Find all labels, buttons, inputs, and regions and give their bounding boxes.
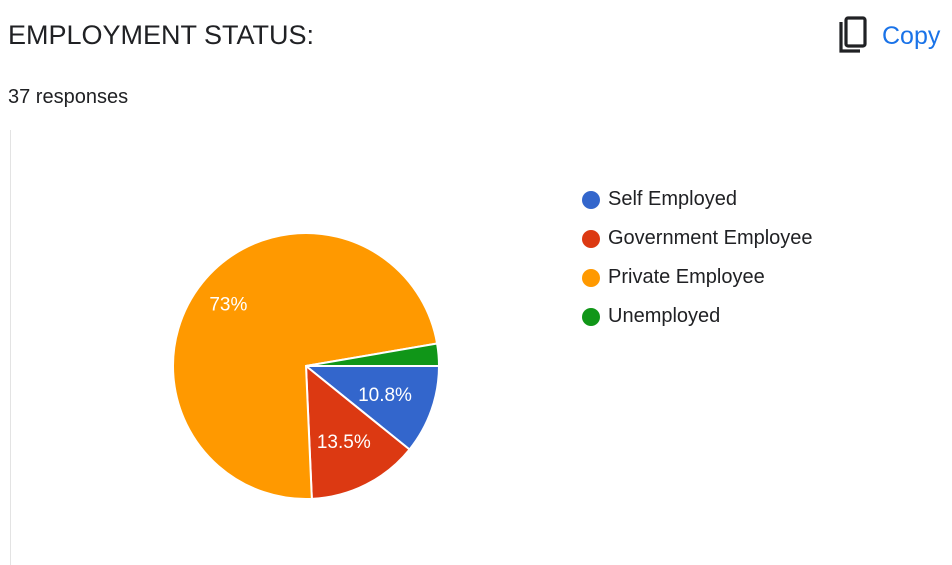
legend-item: Government Employee <box>582 219 813 258</box>
question-title: EMPLOYMENT STATUS: <box>8 20 315 50</box>
legend-swatch <box>582 229 600 248</box>
slice-data-label: 73% <box>209 294 247 315</box>
legend-swatch <box>582 307 600 326</box>
pie-slice-government-employee[interactable] <box>304 363 411 500</box>
pie-slice-private-employee[interactable] <box>172 232 439 500</box>
chart-legend: Self Employed Government Employee Private … <box>582 180 813 336</box>
response-count: 37 responses <box>8 86 129 108</box>
legend-swatch <box>582 268 600 287</box>
legend-item: Unemployed <box>582 297 813 336</box>
card-border <box>10 130 11 565</box>
legend-label: Self Employed <box>608 188 737 210</box>
slice-data-label: 10.8% <box>358 385 412 406</box>
legend-label: Private Employee <box>608 266 765 288</box>
legend-label: Unemployed <box>608 305 721 327</box>
pie-slice-unemployed[interactable] <box>305 342 441 367</box>
copy-button[interactable]: Copy <box>838 14 940 58</box>
legend-item: Self Employed <box>582 180 813 219</box>
legend-item: Private Employee <box>582 258 813 297</box>
slice-data-label: 13.5% <box>317 432 371 453</box>
legend-swatch <box>582 190 600 209</box>
pie-slice-self-employed[interactable] <box>303 365 441 451</box>
copy-label: Copy <box>882 21 941 50</box>
copy-icon <box>838 16 868 56</box>
legend-label: Government Employee <box>608 227 813 249</box>
